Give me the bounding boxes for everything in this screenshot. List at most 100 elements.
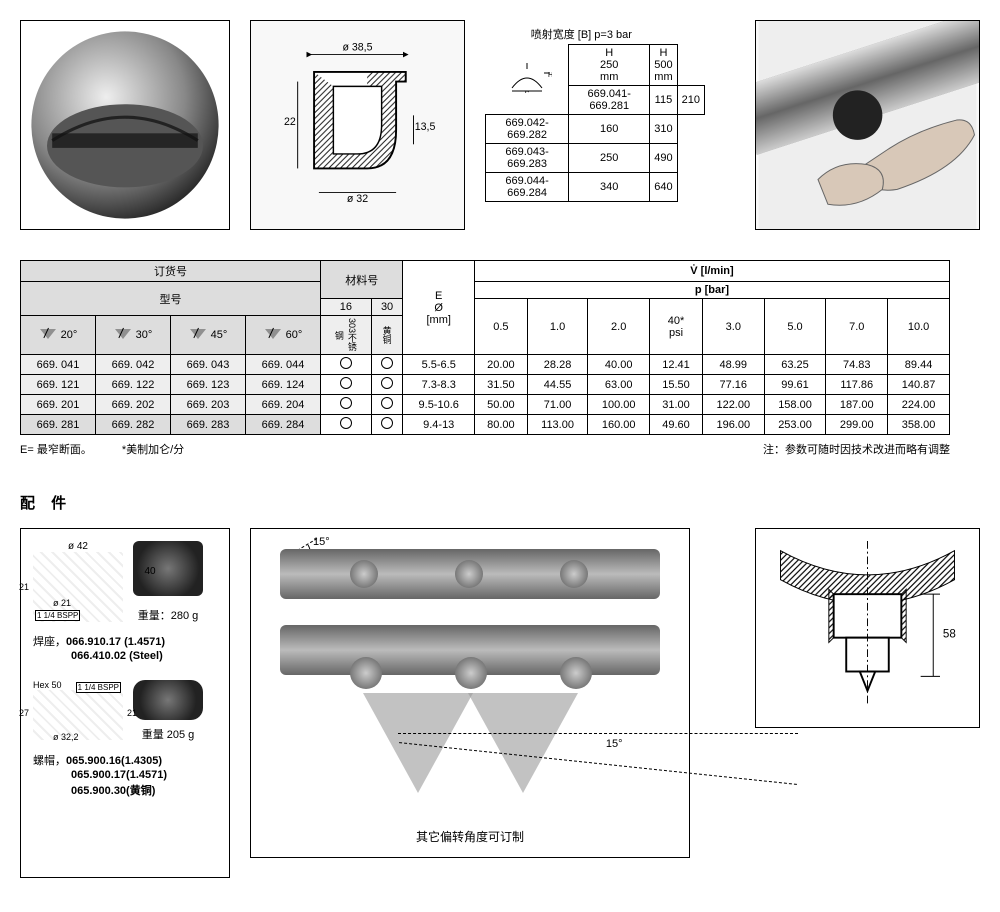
p100: 10.0 <box>888 299 950 355</box>
weld-seat-drawing: 21 ø 21 1 1/4 BSPP <box>33 552 123 622</box>
nozzle-icon <box>455 657 487 689</box>
nozzle-photo <box>20 20 230 230</box>
p70: 7.0 <box>826 299 888 355</box>
a30: 30° <box>136 329 153 341</box>
spray-title: 喷射宽度 [B] p=3 bar <box>486 20 678 45</box>
right-note: 注：参数可随时因技术改进而略有调整 <box>763 441 950 457</box>
p20: 2.0 <box>588 299 650 355</box>
mat30: 30 <box>371 299 403 316</box>
fan-icon <box>39 329 57 341</box>
circle-icon <box>381 397 393 409</box>
circle-icon <box>381 357 393 369</box>
circle-icon <box>340 397 352 409</box>
psi: 40* psi <box>650 299 703 355</box>
d42: ø 42 <box>33 541 123 552</box>
dashed-line <box>398 733 798 734</box>
svg-text:22: 22 <box>284 116 296 128</box>
weight2: 重量 205 g <box>133 726 203 742</box>
sw-r0: 669.041- 669.281 <box>569 86 650 115</box>
e-note: E= 最窄断面。 <box>20 441 92 457</box>
section-drawing: 58 <box>768 541 967 715</box>
h250: H 250 mm <box>569 45 650 86</box>
accessory-box-a: ø 42 21 ø 21 1 1/4 BSPP 40 重量：280 g 焊座，0… <box>20 528 230 878</box>
accessory-box-b: 15° 15° 其它偏转角度可订制 <box>250 528 690 858</box>
seat1: 066.910.17 (1.4571) <box>66 636 165 648</box>
boxb-footer: 其它偏转角度可订制 <box>416 828 524 845</box>
p-header: p [bar] <box>474 282 949 299</box>
nozzle-icon <box>455 560 483 588</box>
nut-label: 螺帽， <box>33 755 66 767</box>
nozzle-icon <box>560 657 592 689</box>
nut2: 065.900.17(1.4571) <box>71 769 217 781</box>
v-header: V̇ [l/min] <box>474 261 949 282</box>
notes-row: E= 最窄断面。 *美制加仑/分 注：参数可随时因技术改进而略有调整 <box>20 441 950 457</box>
circle-icon <box>340 377 352 389</box>
fan-icon <box>189 329 207 341</box>
dim-top: ø 38,5 <box>342 42 372 54</box>
star-note: *美制加仑/分 <box>122 441 184 457</box>
p10: 1.0 <box>527 299 588 355</box>
a60: 60° <box>286 329 303 341</box>
nut-drawing: 1 1/4 BSPP 27 21 ø 32,2 <box>33 690 123 740</box>
spray-width-table: 喷射宽度 [B] p=3 bar H S H 250 mm H 500 mm 6… <box>485 20 705 202</box>
h500: H 500 mm <box>650 45 677 86</box>
spray-icon: H S <box>502 63 552 93</box>
a45: 45° <box>211 329 228 341</box>
fan-icon <box>114 329 132 341</box>
weight1: 重量：280 g <box>133 607 203 623</box>
fan-icon <box>264 329 282 341</box>
nozzle-icon <box>560 560 588 588</box>
seat2: 066.410.02 (Steel) <box>71 650 217 662</box>
circle-icon <box>340 357 352 369</box>
install-photo <box>755 20 980 230</box>
technical-drawing-top: ø 38,5 22 13,5 ø 32 <box>250 20 465 230</box>
drawing-svg: ø 38,5 22 13,5 ø 32 <box>261 31 454 219</box>
row-2: 669. 201 669. 202 669. 203 669. 204 9.5-… <box>21 395 950 415</box>
order-header: 订货号 <box>21 261 321 282</box>
angle15-right: 15° <box>606 738 623 750</box>
top-row: ø 38,5 22 13,5 ø 32 喷射宽度 [B] p=3 bar <box>20 20 980 230</box>
circle-icon <box>340 417 352 429</box>
sw-r1: 669.042- 669.282 <box>486 115 569 144</box>
section-title: 配 件 <box>20 492 980 513</box>
circle-icon <box>381 417 393 429</box>
mat16sub: 303不锈钢 <box>321 316 372 355</box>
sw-last: 669.044- 669.284 <box>486 173 569 202</box>
nut-photo <box>133 680 203 720</box>
spray-triangle-icon <box>468 693 578 793</box>
circle-icon <box>381 377 393 389</box>
sw-r2: 669.043- 669.283 <box>486 144 569 173</box>
mat16: 16 <box>321 299 372 316</box>
material-header: 材料号 <box>321 261 403 299</box>
nozzle-icon <box>350 657 382 689</box>
svg-text:S: S <box>524 91 529 93</box>
svg-text:13,5: 13,5 <box>415 121 436 133</box>
nut3: 065.900.30(黄铜) <box>71 782 217 798</box>
a20: 20° <box>61 329 78 341</box>
row-1: 669. 121 669. 122 669. 123 669. 124 7.3-… <box>21 375 950 395</box>
p05: 0.5 <box>474 299 527 355</box>
row-0: 669. 041 669. 042 669. 043 669. 044 5.5-… <box>21 355 950 375</box>
accessory-box-c: 58 <box>755 528 980 728</box>
svg-text:ø 32: ø 32 <box>347 193 368 205</box>
nut1: 065.900.16(1.4305) <box>66 755 162 767</box>
bottom-row: ø 42 21 ø 21 1 1/4 BSPP 40 重量：280 g 焊座，0… <box>20 528 980 878</box>
spray-triangles: 15° <box>388 693 553 793</box>
dim58: 58 <box>943 628 956 641</box>
p50: 5.0 <box>764 299 826 355</box>
install-svg <box>756 21 979 229</box>
spray-triangle-icon <box>363 693 473 793</box>
nozzle-icon <box>350 560 378 588</box>
seat-label: 焊座， <box>33 636 66 648</box>
mat30sub: 黄铜 <box>371 316 403 355</box>
e-header: E Ø [mm] <box>403 261 474 355</box>
model-header: 型号 <box>21 282 321 316</box>
p30: 3.0 <box>702 299 764 355</box>
bottom-pipe <box>280 625 660 675</box>
spray-width-table-box: 喷射宽度 [B] p=3 bar H S H 250 mm H 500 mm 6… <box>485 20 705 160</box>
spec-table: 订货号 材料号 E Ø [mm] V̇ [l/min] 型号 p [bar] 1… <box>20 260 950 435</box>
nozzle-photo-svg <box>21 21 229 229</box>
top-pipe <box>280 549 660 599</box>
row-last: 669. 281 669. 282 669. 283 669. 284 9.4-… <box>21 415 950 435</box>
svg-text:H: H <box>548 72 552 79</box>
